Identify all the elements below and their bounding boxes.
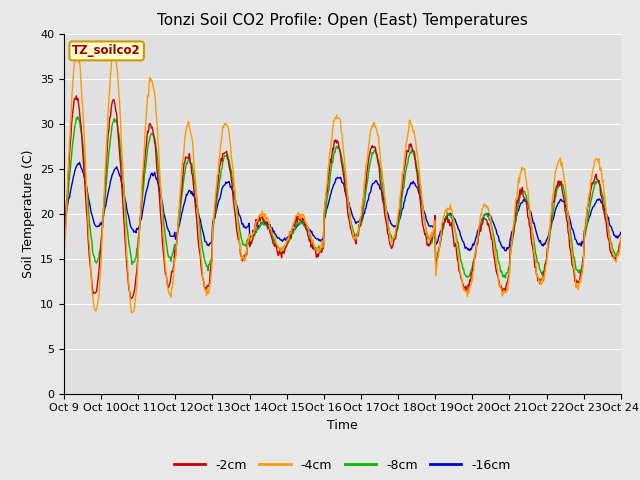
Text: TZ_soilco2: TZ_soilco2 <box>72 44 141 58</box>
X-axis label: Time: Time <box>327 419 358 432</box>
Title: Tonzi Soil CO2 Profile: Open (East) Temperatures: Tonzi Soil CO2 Profile: Open (East) Temp… <box>157 13 528 28</box>
Y-axis label: Soil Temperature (C): Soil Temperature (C) <box>22 149 35 278</box>
Legend: -2cm, -4cm, -8cm, -16cm: -2cm, -4cm, -8cm, -16cm <box>169 454 516 477</box>
